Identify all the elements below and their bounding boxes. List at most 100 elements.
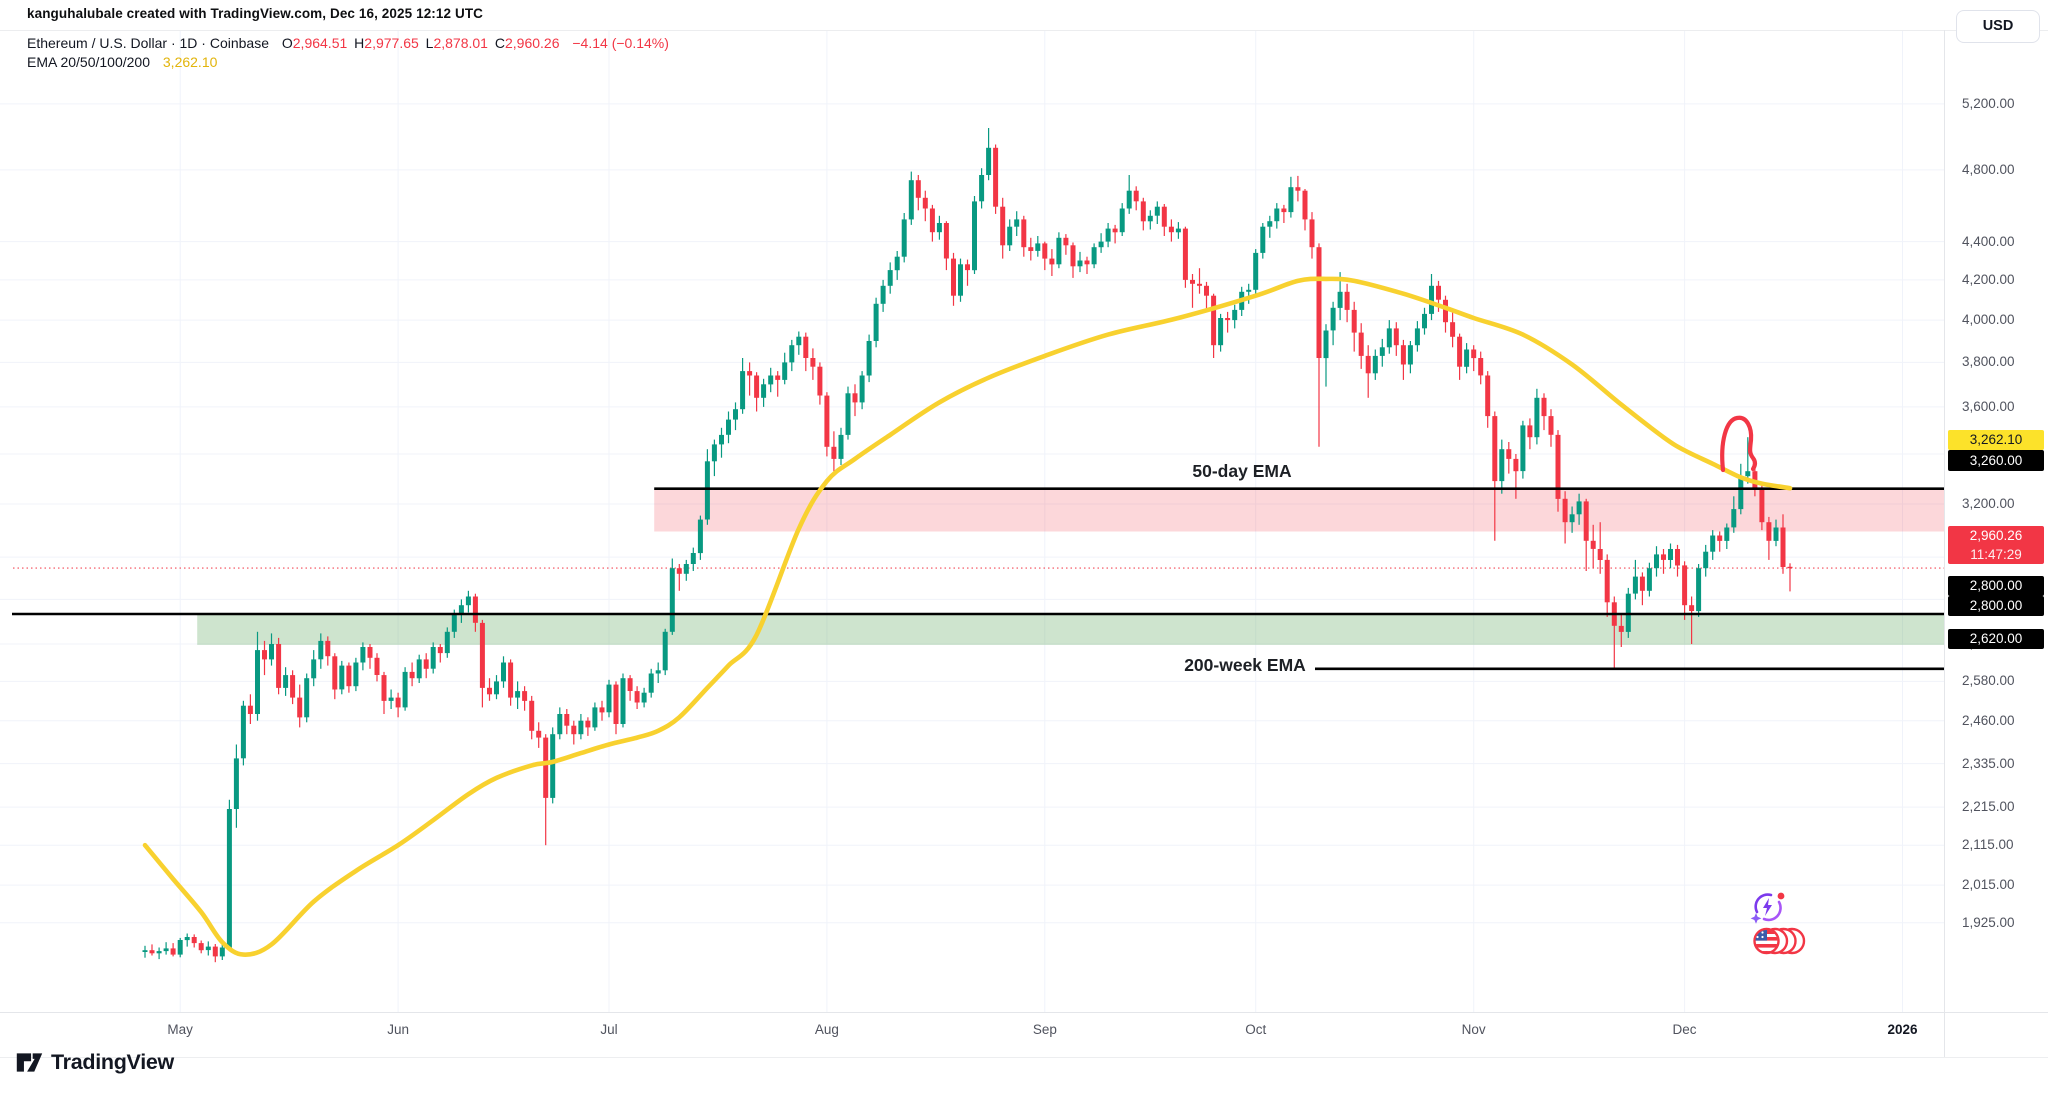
price-axis-separator [1944,30,1945,1058]
candle-body [1400,345,1406,365]
candle-body [1126,190,1132,209]
candle-body [1569,514,1575,523]
candle-body [1583,501,1589,541]
candle-body [1056,237,1062,265]
candle-body [1014,219,1020,227]
candle-body [1049,258,1055,265]
ema-line [142,276,1793,957]
candle-body [1492,416,1498,482]
candle-body [1618,625,1624,632]
candle-body [1443,299,1448,323]
bar-close-countdown: 11:47:29 [1970,547,2022,562]
month-tick-label: Sep [1032,1022,1057,1037]
candle-body [1773,527,1779,541]
candle-body [1527,425,1533,438]
price-tick-label: 2,015.00 [1962,877,2015,893]
candle-body [571,725,577,735]
candle-body [494,681,499,695]
month-tick-label: May [167,1022,193,1037]
candle-body [367,647,373,658]
candle-body [1513,458,1519,472]
candle-body [641,692,647,703]
candle-body [1246,289,1252,292]
candle-body [852,393,858,403]
candle-body [487,687,492,695]
candle-body [1140,201,1146,222]
candle-body [304,678,310,718]
indicator-label[interactable]: EMA 20/50/100/200 [27,54,150,70]
candle-body [1548,416,1554,435]
candle-body [212,946,218,957]
ai-spark-icon[interactable] [1750,889,1786,925]
price-axis[interactable]: 5,200.00 4,800.00 4,400.00 4,200.00 4,000.00… [1944,30,2048,1012]
candle-body [353,662,359,687]
price-tick-label: 3,800.00 [1962,354,2015,370]
candle-body [191,937,197,944]
candle-body [719,434,724,445]
candle-body [986,147,992,175]
usd-coins-icon[interactable] [1749,925,1807,957]
low-value: 2,878.01 [433,35,488,51]
candle-body [943,223,949,259]
candle-body [1161,206,1167,227]
candle-body [423,659,429,669]
candle-body [1379,347,1385,356]
candle-body [501,662,506,682]
candle-body [360,647,366,663]
candle-body [1597,549,1603,560]
last-price-label: 2,960.26 11:47:29 [1948,526,2044,564]
candle-body [782,362,788,380]
candle-body [1119,208,1125,233]
candle-body [1450,322,1456,337]
candle-body [219,947,225,957]
candle-body [1696,568,1702,612]
candle-body [613,684,619,724]
time-axis[interactable]: May Jun Jul Aug Sep Oct Nov Dec 2026 [0,1012,2048,1057]
candle-body [184,937,190,941]
candle-body [465,596,471,606]
tradingview-logo-text: TradingView [51,1050,174,1074]
candle-body [733,409,738,420]
candle-body [1675,549,1680,566]
candle-body [142,950,148,952]
candle-body [388,697,394,701]
currency-toggle-button[interactable]: USD [1956,10,2040,43]
candle-body [1717,535,1723,541]
candle-body [1485,375,1491,417]
candle-body [255,650,260,714]
price-tick-label: 2,115.00 [1962,837,2014,853]
price-tick-label: 1,925.00 [1962,914,2015,930]
candle-body [297,697,303,718]
candle-body [662,631,668,671]
price-tick-label: 4,000.00 [1962,312,2015,328]
candle-body [1386,328,1392,348]
month-tick-label: Jun [387,1022,409,1037]
tradingview-logo[interactable]: TradingView [16,1049,174,1076]
candle-body [1182,228,1188,280]
price-tick-label: 2,215.00 [1962,799,2015,815]
candle-body [283,675,289,688]
candle-body [1175,228,1181,233]
candle-body [922,197,928,209]
candle-body [1070,245,1076,267]
candle-body [325,640,331,657]
candle-body [726,419,731,435]
price-tick-label: 2,460.00 [1962,712,2015,728]
candle-body [1112,228,1118,233]
candle-body [276,644,282,688]
candle-body [1133,190,1139,202]
candle-body [711,444,717,462]
candle-body [754,375,760,398]
candle-body [1168,226,1174,233]
candle-body [634,691,640,703]
symbol-title[interactable]: Ethereum / U.S. Dollar · 1D · Coinbase [27,35,269,51]
candle-body [1147,215,1153,222]
level-2620-price-label: 2,620.00 [1948,629,2044,649]
candle-body [1555,434,1561,499]
candle-body [177,940,183,955]
candle-body [578,720,584,735]
candle-body [958,264,963,296]
candle-body [894,256,900,271]
candle-body [965,264,970,271]
